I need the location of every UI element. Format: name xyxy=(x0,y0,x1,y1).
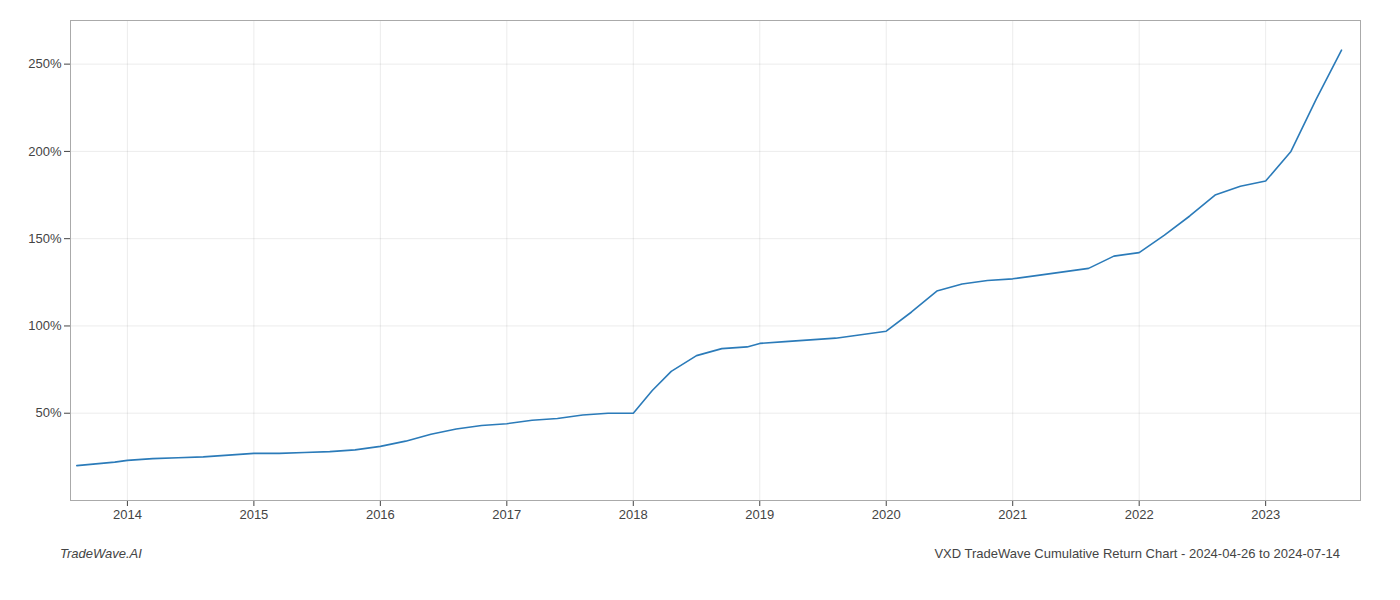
svg-text:200%: 200% xyxy=(28,144,62,159)
svg-text:250%: 250% xyxy=(28,56,62,71)
html-text:TradeWave.AI: TradeWave.AI xyxy=(60,546,142,561)
svg-text:100%: 100% xyxy=(28,318,62,333)
svg-text:2018: 2018 xyxy=(619,507,648,522)
svg-text:2022: 2022 xyxy=(1125,507,1154,522)
svg-text:2014: 2014 xyxy=(113,507,142,522)
svg-text:50%: 50% xyxy=(35,405,61,420)
svg-text:2023: 2023 xyxy=(1251,507,1280,522)
svg-text:2020: 2020 xyxy=(872,507,901,522)
svg-text:2021: 2021 xyxy=(998,507,1027,522)
svg-text:2017: 2017 xyxy=(492,507,521,522)
svg-text:2016: 2016 xyxy=(366,507,395,522)
svg-text:2015: 2015 xyxy=(239,507,268,522)
svg-text:2019: 2019 xyxy=(745,507,774,522)
svg-text:150%: 150% xyxy=(28,231,62,246)
html-text:VXD TradeWave Cumulative Retur: VXD TradeWave Cumulative Return Chart - … xyxy=(934,546,1340,561)
